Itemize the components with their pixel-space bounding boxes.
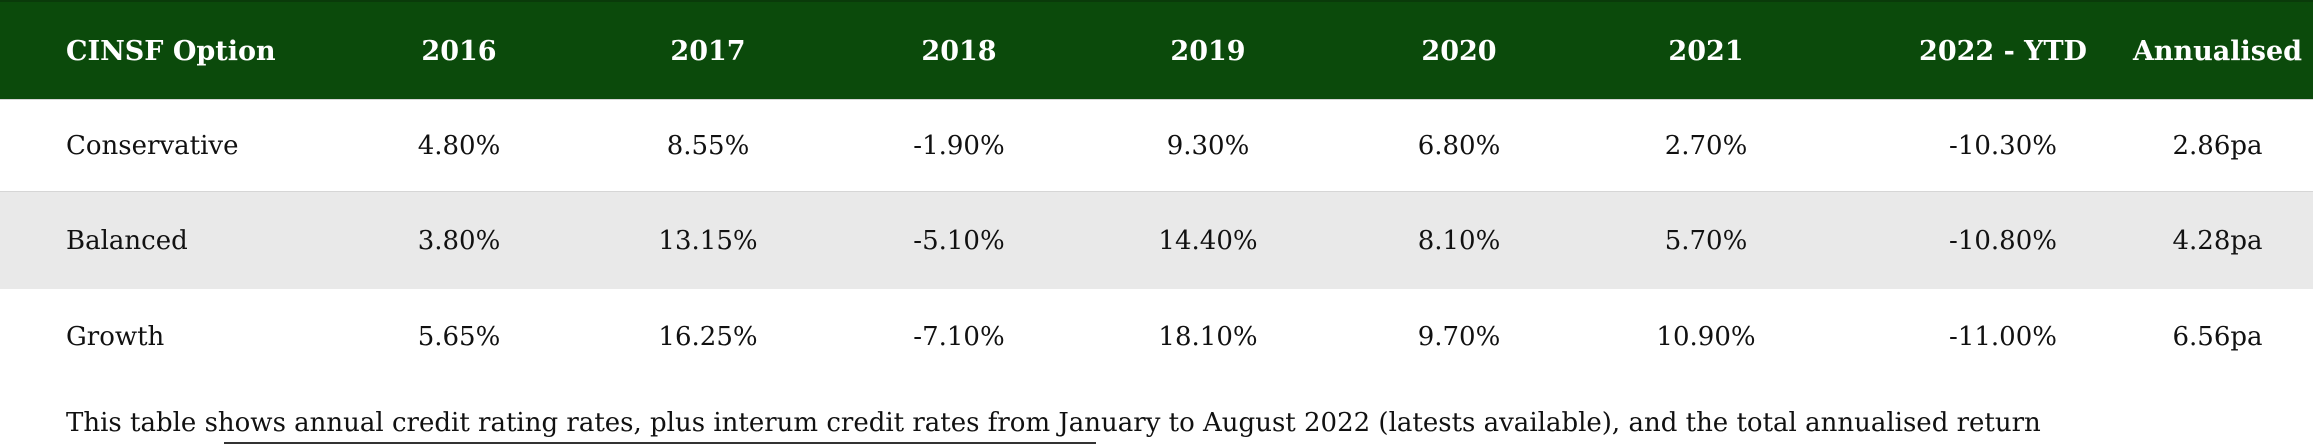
table-cell: 5.65% xyxy=(417,321,501,352)
header-cinsf-option: CINSF Option xyxy=(66,36,276,67)
table-cell: -10.80% xyxy=(1949,226,2057,256)
table-cell: 4.28pa xyxy=(2172,226,2263,256)
table-header-row: CINSF Option 2016 2017 2018 2019 2020 20… xyxy=(0,0,2313,101)
table-cell: 2.86pa xyxy=(2172,131,2263,161)
table-cell: -11.00% xyxy=(1949,321,2057,352)
header-2021: 2021 xyxy=(1668,36,1744,67)
table-cell: -7.10% xyxy=(913,321,1005,352)
table-row: Growth 5.65% 16.25% -7.10% 18.10% 9.70% … xyxy=(0,289,2313,384)
table-cell: -1.90% xyxy=(913,131,1005,161)
table-caption: This table shows annual credit rating ra… xyxy=(66,408,2041,438)
table-cell: 4.80% xyxy=(417,131,501,161)
caption-underline xyxy=(224,442,1096,444)
header-2018: 2018 xyxy=(921,36,997,67)
table-cell: 2.70% xyxy=(1664,131,1748,161)
table-cell: 14.40% xyxy=(1158,226,1258,256)
table-cell: -5.10% xyxy=(913,226,1005,256)
row-label-balanced: Balanced xyxy=(66,226,188,256)
table-cell: 16.25% xyxy=(658,321,758,352)
table-cell: 9.30% xyxy=(1166,131,1250,161)
header-2019: 2019 xyxy=(1170,36,1246,67)
table-cell: 5.70% xyxy=(1664,226,1748,256)
table-cell: 9.70% xyxy=(1417,321,1501,352)
table-cell: 6.80% xyxy=(1417,131,1501,161)
table-cell: 3.80% xyxy=(417,226,501,256)
table-row: Balanced 3.80% 13.15% -5.10% 14.40% 8.10… xyxy=(0,191,2313,291)
table-cell: 8.55% xyxy=(666,131,750,161)
header-2020: 2020 xyxy=(1421,36,1497,67)
table-row: Conservative 4.80% 8.55% -1.90% 9.30% 6.… xyxy=(0,99,2313,192)
header-annualised: Annualised xyxy=(2132,36,2303,67)
table-cell: 8.10% xyxy=(1417,226,1501,256)
header-2017: 2017 xyxy=(670,36,746,67)
table-cell: -10.30% xyxy=(1949,131,2057,161)
table-cell: 10.90% xyxy=(1656,321,1756,352)
row-label-conservative: Conservative xyxy=(66,131,239,161)
header-2022-ytd: 2022 - YTD xyxy=(1919,36,2087,67)
table-cell: 18.10% xyxy=(1158,321,1258,352)
header-2016: 2016 xyxy=(421,36,497,67)
table-cell: 13.15% xyxy=(658,226,758,256)
row-label-growth: Growth xyxy=(66,321,165,352)
table-cell: 6.56pa xyxy=(2172,321,2263,352)
